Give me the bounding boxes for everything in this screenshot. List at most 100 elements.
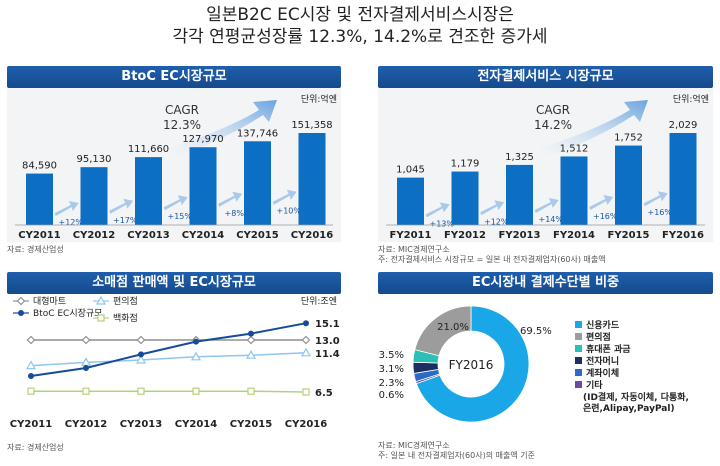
data-point [303, 320, 309, 327]
data-point [135, 354, 147, 364]
bar-value-label: 1,179 [451, 159, 480, 170]
cagr-value: 12.3% [163, 118, 201, 132]
x-tick-label: FY2012 [444, 230, 486, 241]
growth-label: +13% [430, 219, 455, 228]
data-point [81, 335, 91, 345]
growth-small-arrow [643, 191, 668, 207]
growth-label: +14% [539, 215, 564, 224]
chart2-note: 주: 전자결제서비스 시장규모 = 일본 내 전자결제업자(60사) 매출액 [378, 255, 606, 264]
panel-background [7, 88, 341, 242]
bar-FY2015 [615, 145, 642, 225]
x-tick-label: CY2013 [120, 419, 162, 430]
bar-CY2013 [135, 157, 162, 225]
series-line-square [31, 390, 307, 393]
growth-small-arrow [163, 195, 188, 211]
x-tick-label: CY2012 [65, 419, 107, 430]
cagr-label: CAGR [165, 103, 199, 117]
growth-arrow [157, 100, 277, 160]
data-point [136, 335, 146, 345]
growth-arrow [528, 100, 648, 160]
chart3-line-chart: 단위:조엔 13.0 11.4 15.1 6.5 CY2011 CY2012 CY2013 CY… [7, 294, 341, 437]
unit-label: 단위:억엔 [673, 93, 709, 105]
data-point [246, 335, 256, 345]
growth-label: +12% [59, 218, 84, 227]
bar-CY2016 [298, 133, 326, 225]
donut-slice [414, 305, 472, 357]
data-point [138, 351, 144, 358]
legend-swatch [575, 345, 582, 352]
bar-CY2012 [80, 167, 108, 225]
growth-small-arrow [218, 191, 243, 207]
legend-label-extra: 은련,Alipay,PayPal) [583, 403, 675, 414]
chart3-source: 자료: 경제산업성 [7, 443, 64, 452]
legend-label: 계좌이체 [586, 367, 619, 379]
data-point [83, 365, 89, 371]
data-point [190, 351, 202, 361]
bar-FY2012 [451, 171, 479, 225]
slice-label: 3.5% [379, 350, 404, 361]
bar-value-label: 1,512 [560, 143, 589, 154]
series-line-triangle [30, 352, 307, 367]
bar-CY2015 [244, 141, 271, 225]
bar-value-label: 1,325 [505, 152, 534, 163]
data-point [27, 387, 35, 395]
series-end-label: 13.0 [315, 336, 340, 347]
bar-FY2011 [397, 177, 424, 225]
data-point [25, 360, 37, 370]
legend-label: 백화점 [113, 312, 138, 324]
x-tick-label: CY2012 [73, 230, 115, 241]
panel-background [378, 88, 713, 242]
data-point [193, 338, 199, 345]
legend-swatch [575, 321, 582, 328]
panel-background [7, 294, 341, 437]
data-point [300, 347, 312, 357]
data-point [95, 295, 107, 305]
growth-label: +16% [648, 208, 673, 217]
growth-label: +15% [168, 212, 193, 221]
legend-label: BtoC EC시장규모 [33, 308, 102, 319]
x-tick-label: FY2014 [553, 230, 595, 241]
data-point [192, 387, 200, 395]
x-tick-label: CY2014 [175, 419, 217, 430]
growth-small-arrow [272, 189, 297, 205]
legend-label: 편의점 [113, 295, 138, 307]
chart2-title: 전자결제서비스 시장규모 [378, 66, 713, 88]
page-title-line1: 일본B2C EC시장 및 전자결제서비스시장은 [206, 5, 514, 25]
bar-FY2014 [560, 156, 588, 225]
series-line-circle [30, 322, 307, 377]
growth-label: +8% [225, 209, 245, 218]
bar-FY2016 [669, 133, 697, 225]
bar-value-label: 84,590 [22, 161, 57, 172]
bar-CY2014 [189, 147, 217, 225]
bar-value-label: 2,029 [669, 120, 698, 131]
bar-value-label: 127,970 [182, 134, 223, 145]
data-point [97, 314, 105, 322]
bar-value-label: 1,752 [614, 133, 643, 144]
legend-label: 휴대폰 과금 [586, 343, 631, 355]
x-tick-label: FY2011 [390, 230, 432, 241]
bar-value-label: 1,045 [396, 165, 425, 176]
data-point [302, 388, 310, 396]
data-point [137, 387, 145, 395]
growth-small-arrow [589, 195, 614, 211]
growth-small-arrow [534, 197, 559, 213]
cagr-label: CAGR [536, 103, 570, 117]
x-tick-label: CY2013 [127, 230, 169, 241]
x-tick-label: FY2016 [662, 230, 704, 241]
chart4-donut-chart: FY2016 69.5% 21.0% 3.5% 3.1% 2.3%0.6% 신용카드편의점휴… [378, 294, 713, 437]
chart1-source: 자료: 경제산업성 [7, 245, 64, 254]
growth-label: +10% [277, 207, 302, 216]
x-tick-label: CY2015 [230, 419, 272, 430]
bar-CY2011 [26, 173, 53, 225]
data-point [248, 330, 254, 337]
chart4-note: 주: 일본 내 전자결제업자(60사)의 매출액 기준 [378, 451, 535, 460]
slice-label: 3.1% [379, 364, 404, 375]
chart2-source: 자료: MIC경제연구소 [378, 245, 450, 254]
growth-small-arrow [480, 200, 505, 216]
data-point [247, 387, 255, 395]
growth-small-arrow [425, 202, 450, 218]
slice-label: 69.5% [520, 326, 552, 337]
growth-label: +12% [484, 217, 509, 226]
